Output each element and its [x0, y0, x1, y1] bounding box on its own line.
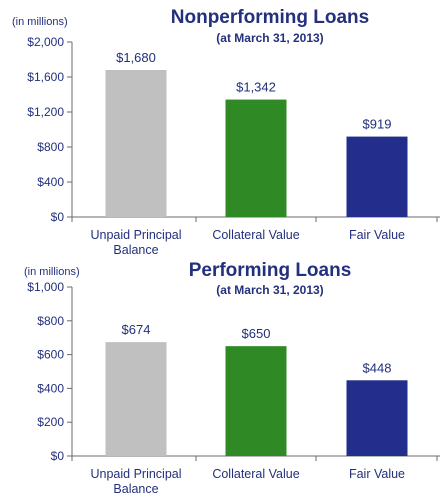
chart-subtitle: (at March 31, 2013) [216, 283, 324, 297]
data-label: $919 [363, 117, 392, 132]
y-tick-label: $0 [51, 449, 65, 463]
y-tick-label: $1,600 [27, 70, 64, 84]
bar [225, 99, 287, 217]
y-tick-label: $2,000 [27, 35, 64, 49]
performing-loans-chart: Performing Loans (at March 31, 2013) (in… [0, 251, 446, 502]
x-tick-label: Fair Value [349, 228, 405, 242]
bar [105, 342, 167, 456]
data-label: $674 [122, 322, 151, 337]
y-tick-label: $600 [37, 348, 64, 362]
y-tick-label: $1,200 [27, 105, 64, 119]
y-tick-label: $1,000 [27, 280, 64, 294]
data-label: $1,680 [116, 50, 156, 65]
x-tick-label: Balance [113, 482, 158, 496]
y-tick-label: $800 [37, 140, 64, 154]
y-tick-label: $200 [37, 415, 64, 429]
unit-label: (in millions) [12, 16, 68, 28]
unit-label: (in millions) [24, 266, 80, 278]
y-tick-label: $400 [37, 175, 64, 189]
x-tick-label: Fair Value [349, 467, 405, 481]
chart-title: Nonperforming Loans [170, 7, 370, 28]
bar [225, 346, 287, 456]
y-tick-label: $0 [51, 210, 65, 224]
x-tick-label: Unpaid Principal [90, 467, 181, 481]
chart-subtitle: (at March 31, 2013) [216, 31, 324, 45]
bar [105, 70, 167, 217]
x-tick-label: Unpaid Principal [90, 228, 181, 242]
chart-title: Performing Loans [188, 260, 352, 281]
data-label: $1,342 [236, 80, 276, 95]
bar-chart-svg: $0 $400 $800 $1,200 $1,600 $2,000 $1,680 Unpaid… [27, 35, 440, 257]
x-tick-label: Balance [113, 243, 158, 257]
bar [346, 380, 408, 456]
data-label: $650 [242, 326, 271, 341]
nonperforming-loans-chart: Nonperforming Loans (at March 31, 2013) … [12, 7, 440, 257]
x-tick-label: Collateral Value [212, 467, 299, 481]
x-tick-label: Collateral Value [212, 228, 299, 242]
bar [346, 136, 408, 217]
y-tick-label: $800 [37, 314, 64, 328]
y-tick-label: $400 [37, 381, 64, 395]
bar-chart-svg: $0 $200 $400 $600 $800 $1,000 $674 Unpaid Princ… [27, 280, 440, 496]
data-label: $448 [363, 360, 392, 375]
